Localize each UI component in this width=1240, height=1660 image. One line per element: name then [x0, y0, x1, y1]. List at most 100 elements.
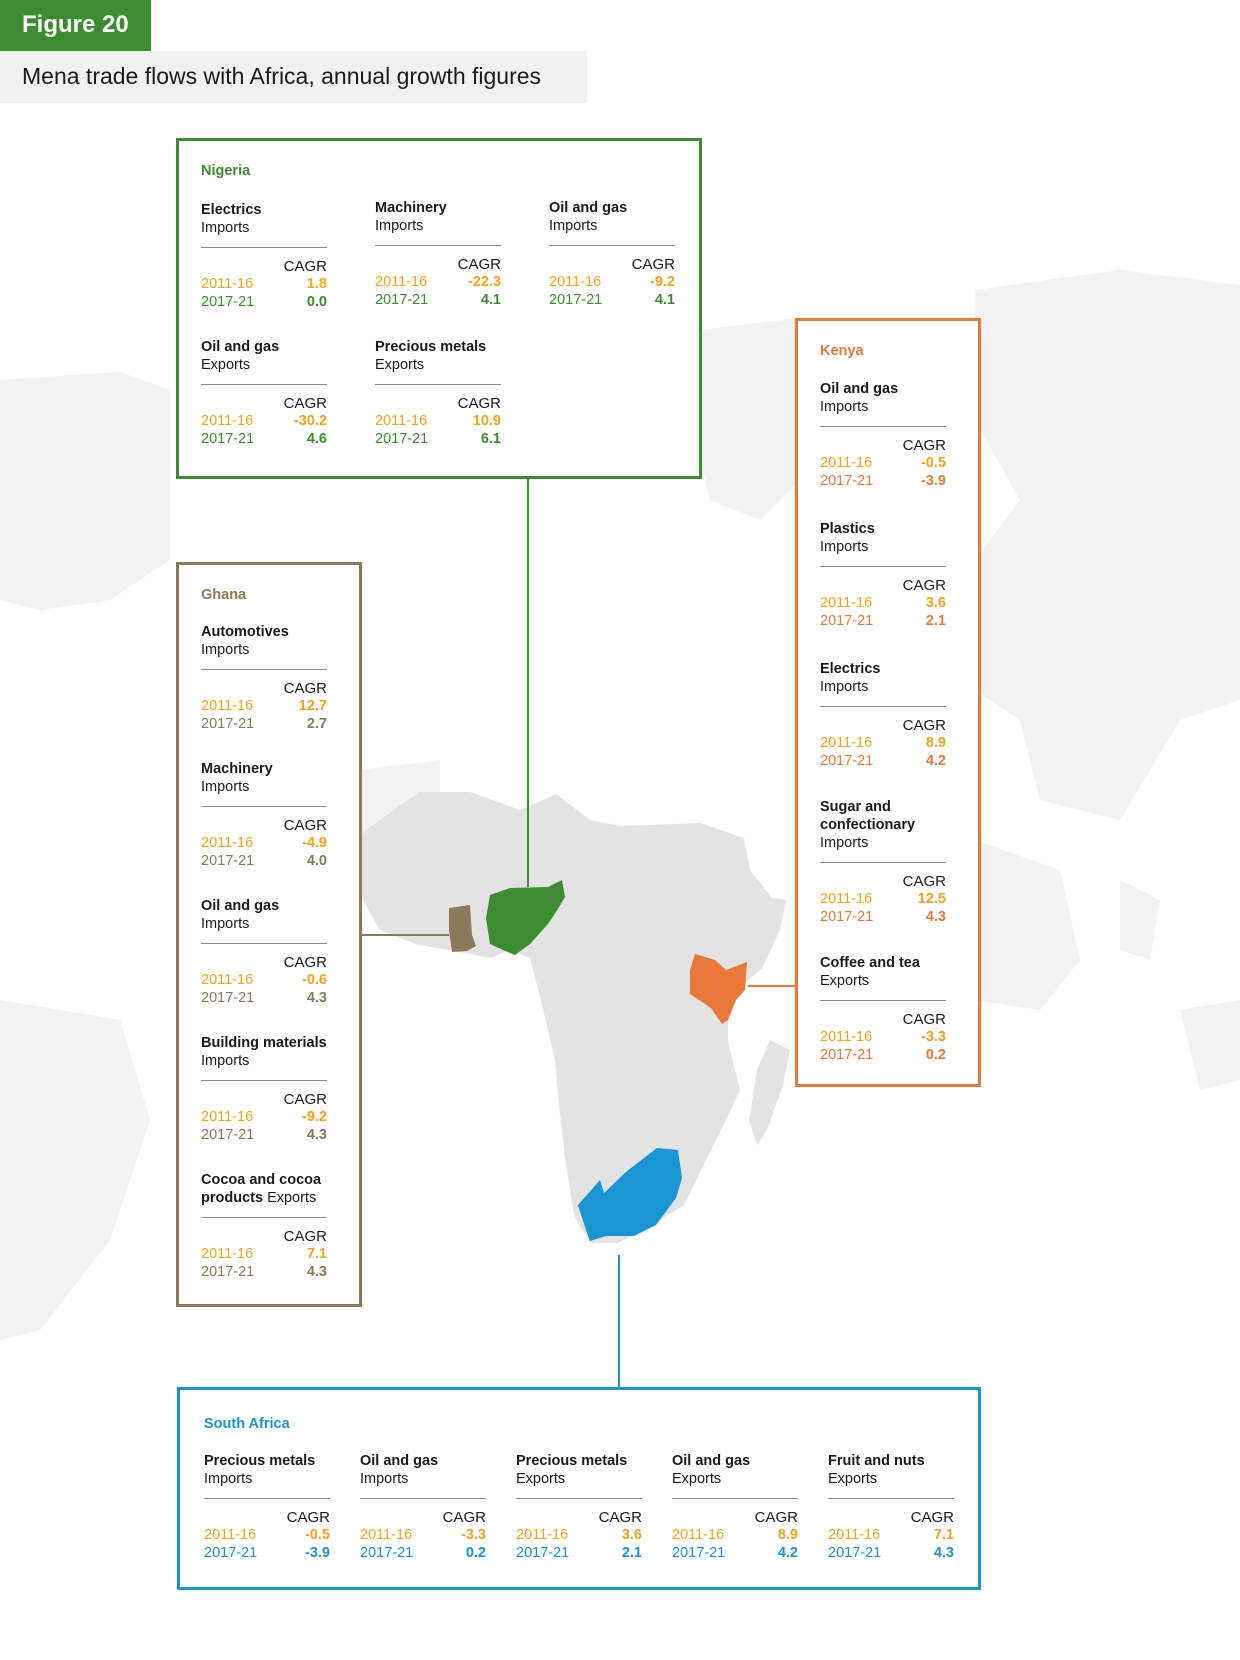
cagr-value: 4.1	[654, 292, 675, 308]
period-label: 2011-16	[820, 891, 873, 907]
cagr-label: CAGR	[902, 717, 946, 734]
kenya-product-card: Plastics Imports CAGR 2011-16 3.6 2017-21…	[820, 520, 946, 631]
stats-block: CAGR 2011-16 -3.3 2017-21 0.2	[360, 1507, 486, 1563]
stats-block: CAGR 2011-16 12.7 2017-21 2.7	[201, 678, 327, 734]
product-name: Oil and gas	[201, 339, 280, 355]
product-flow: Exports	[375, 357, 425, 373]
cagr-value: 2.1	[621, 1545, 642, 1561]
period-label: 2011-16	[201, 413, 254, 429]
product-flow: Imports	[820, 835, 869, 851]
stats-block: CAGR 2011-16 8.9 2017-21 4.2	[672, 1507, 798, 1563]
stats-block: CAGR 2011-16 -9.2 2017-21 4.3	[201, 1089, 327, 1145]
cagr-value: 4.2	[777, 1545, 798, 1561]
cagr-value: 2.1	[925, 613, 946, 629]
stat-row-2017-21: 2017-21 4.3	[820, 909, 946, 927]
product-name: Oil and gas	[360, 1453, 439, 1469]
stat-row-2017-21: 2017-21 4.3	[201, 1127, 327, 1145]
cagr-value: 0.0	[306, 294, 327, 310]
stat-row-2011-16: 2011-16 8.9	[820, 735, 946, 753]
stats-block: CAGR 2011-16 -0.6 2017-21 4.3	[201, 952, 327, 1008]
figure-label: Figure 20	[0, 0, 151, 51]
cagr-label: CAGR	[283, 395, 327, 412]
cagr-label: CAGR	[457, 256, 501, 273]
period-label: 2017-21	[516, 1545, 570, 1561]
stat-row-2017-21: 2017-21 4.1	[549, 292, 675, 310]
cagr-label: CAGR	[283, 1228, 327, 1245]
highlighted-countries	[449, 880, 747, 1241]
cagr-value: 4.0	[306, 853, 327, 869]
cagr-value: -9.2	[302, 1109, 327, 1125]
nigeria-product-card: Oil and gas Exports CAGR 2011-16 -30.2 20…	[201, 338, 327, 449]
stat-row-2011-16: 2011-16 1.8	[201, 276, 327, 294]
divider	[820, 1000, 946, 1001]
south-africa-shape	[578, 1148, 682, 1241]
ghana-product-card: Oil and gas Imports CAGR 2011-16 -0.6 201…	[201, 897, 327, 1008]
cagr-value: 1.8	[306, 276, 327, 292]
stat-row-2017-21: 2017-21 0.2	[820, 1047, 946, 1065]
cagr-value: 10.9	[472, 413, 501, 429]
period-label: 2017-21	[204, 1545, 258, 1561]
stats-block: CAGR 2011-16 -30.2 2017-21 4.6	[201, 393, 327, 449]
product-name: Machinery	[201, 761, 273, 777]
period-label: 2017-21	[201, 853, 255, 869]
stat-row-2011-16: 2011-16 -9.2	[549, 274, 675, 292]
stats-block: CAGR 2011-16 -0.5 2017-21 -3.9	[820, 435, 946, 491]
cagr-value: -30.2	[293, 413, 327, 429]
period-label: 2017-21	[820, 909, 874, 925]
product-name: Oil and gas	[201, 898, 280, 914]
period-label: 2017-21	[672, 1545, 726, 1561]
product-name: Electrics	[201, 202, 262, 218]
product-flow: Imports	[360, 1471, 409, 1487]
stat-row-2011-16: 2011-16 -3.3	[360, 1527, 486, 1545]
divider	[201, 1217, 327, 1218]
period-label: 2017-21	[201, 294, 255, 310]
cagr-label: CAGR	[631, 256, 675, 273]
divider	[820, 862, 946, 863]
product-flow: Exports	[516, 1471, 566, 1487]
kenya-product-card: Oil and gas Imports CAGR 2011-16 -0.5 201…	[820, 380, 946, 491]
stat-row-2017-21: 2017-21 -3.9	[820, 473, 946, 491]
figure-title: Mena trade flows with Africa, annual gro…	[0, 51, 587, 103]
divider	[549, 245, 675, 246]
stats-block: CAGR 2011-16 3.6 2017-21 2.1	[820, 575, 946, 631]
period-label: 2017-21	[201, 431, 255, 447]
stat-row-2017-21: 2017-21 2.7	[201, 716, 327, 734]
divider	[820, 706, 946, 707]
product-flow: Imports	[820, 539, 869, 555]
divider	[360, 1498, 486, 1499]
product-flow: Imports	[820, 399, 869, 415]
product-flow: Imports	[549, 218, 598, 234]
period-label: 2011-16	[201, 972, 254, 988]
kenya-product-card: Electrics Imports CAGR 2011-16 8.9 2017-2…	[820, 660, 946, 771]
stats-block: CAGR 2011-16 -9.2 2017-21 4.1	[549, 254, 675, 310]
product-name: Oil and gas	[820, 381, 899, 397]
cagr-label: CAGR	[283, 954, 327, 971]
cagr-label: CAGR	[283, 1091, 327, 1108]
nigeria-product-card: Electrics Imports CAGR 2011-16 1.8 2017-2…	[201, 201, 327, 312]
period-label: 2011-16	[204, 1527, 257, 1543]
cagr-label: CAGR	[902, 873, 946, 890]
product-name: Precious metals	[204, 1453, 316, 1469]
stats-block: CAGR 2011-16 10.9 2017-21 6.1	[375, 393, 501, 449]
cagr-value: 7.1	[306, 1246, 327, 1262]
cagr-value: 6.1	[480, 431, 501, 447]
product-name: Cocoa and cocoa products Exports	[201, 1171, 337, 1207]
south-africa-product-card: Fruit and nuts Exports CAGR 2011-16 7.1 2…	[828, 1452, 954, 1563]
stats-block: CAGR 2011-16 12.5 2017-21 4.3	[820, 871, 946, 927]
ghana-product-card: Cocoa and cocoa products Exports CAGR 20…	[201, 1171, 337, 1282]
stats-block: CAGR 2011-16 -4.9 2017-21 4.0	[201, 815, 327, 871]
stat-row-2011-16: 2011-16 8.9	[672, 1527, 798, 1545]
ghana-panel: Ghana Automotives Imports CAGR 2011-16 12…	[176, 562, 362, 1307]
period-label: 2011-16	[672, 1527, 725, 1543]
product-flow: Imports	[201, 642, 250, 658]
south-africa-product-card: Precious metals Imports CAGR 2011-16 -0.5…	[204, 1452, 330, 1563]
cagr-value: 7.1	[933, 1527, 954, 1543]
product-flow: Exports	[267, 1190, 317, 1206]
product-name: Oil and gas	[672, 1453, 751, 1469]
cagr-label: CAGR	[442, 1509, 486, 1526]
period-label: 2011-16	[201, 698, 254, 714]
divider	[828, 1498, 954, 1499]
ghana-product-card: Machinery Imports CAGR 2011-16 -4.9 2017-…	[201, 760, 327, 871]
stats-block: CAGR 2011-16 7.1 2017-21 4.3	[201, 1226, 327, 1282]
